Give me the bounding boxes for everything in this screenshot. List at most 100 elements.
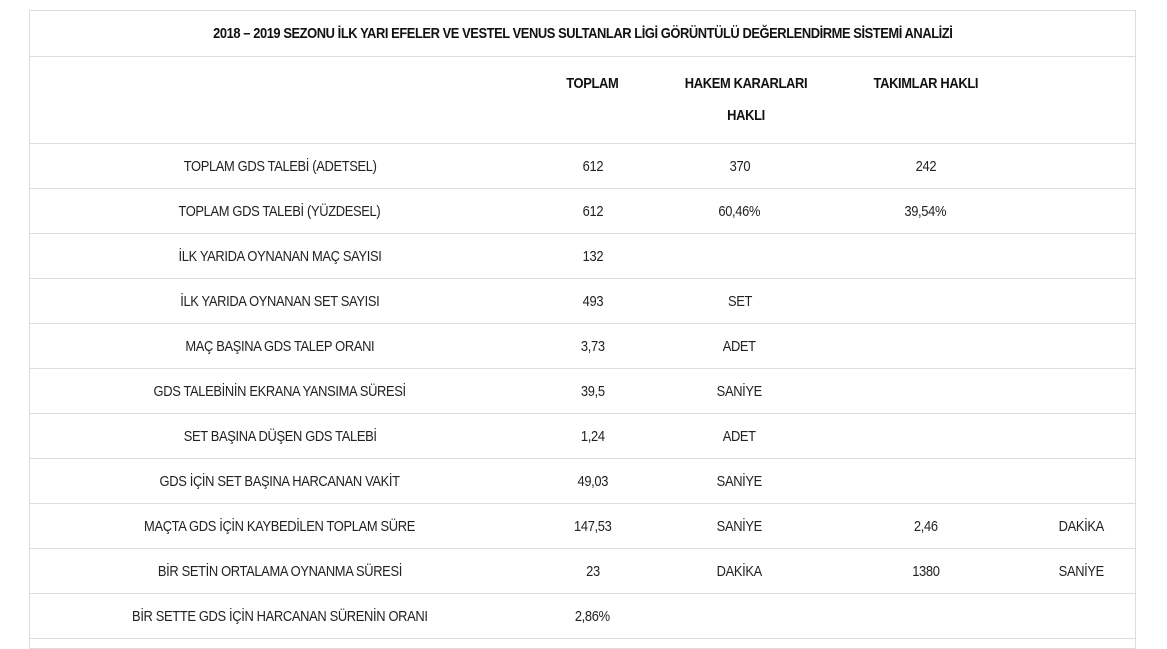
row-total: 493 xyxy=(529,278,656,324)
header-total: TOPLAM xyxy=(529,56,656,144)
row-total: 3,73 xyxy=(529,323,656,369)
row-total-text: 1,24 xyxy=(580,427,605,445)
row-takim xyxy=(823,458,1028,504)
row-label-text: İLK YARIDA OYNANAN MAÇ SAYISI xyxy=(178,247,382,265)
row-total-text: 147,53 xyxy=(573,517,612,535)
row-takim-text: 1380 xyxy=(911,562,940,580)
row-takim: 242 xyxy=(823,143,1028,189)
row-hakem: ADET xyxy=(655,323,824,369)
row-takim xyxy=(823,593,1028,639)
row-extra: DAKİKA xyxy=(1027,503,1136,549)
table-row: SET BAŞINA DÜŞEN GDS TALEBİ 1,24 ADET xyxy=(29,413,1136,459)
row-total: 147,53 xyxy=(529,503,656,549)
row-extra xyxy=(1027,413,1136,459)
row-hakem: SANİYE xyxy=(655,458,824,504)
row-total: 132 xyxy=(529,233,656,279)
header-takim: TAKIMLAR HAKLI xyxy=(823,56,1028,144)
table-title-row: 2018 – 2019 SEZONU İLK YARI EFELER VE VE… xyxy=(29,10,1136,57)
header-hakem: HAKEM KARARLARI HAKLI xyxy=(655,56,824,144)
row-total-text: 49,03 xyxy=(577,472,608,490)
row-hakem-text: SANİYE xyxy=(716,472,763,490)
row-total: 1,24 xyxy=(529,413,656,459)
row-hakem-text: 60,46% xyxy=(718,202,761,220)
row-hakem-text: DAKİKA xyxy=(716,562,763,580)
row-takim-text: 242 xyxy=(915,157,936,175)
empty-cell xyxy=(29,638,1136,649)
row-label: BİR SETTE GDS İÇİN HARCANAN SÜRENİN ORAN… xyxy=(29,593,530,639)
row-label-text: MAÇ BAŞINA GDS TALEP ORANI xyxy=(185,337,375,355)
row-takim: 2,46 xyxy=(823,503,1028,549)
row-label-text: SET BAŞINA DÜŞEN GDS TALEBİ xyxy=(183,427,377,445)
row-label: GDS İÇİN SET BAŞINA HARCANAN VAKİT xyxy=(29,458,530,504)
table-row: BİR SETTE GDS İÇİN HARCANAN SÜRENİN ORAN… xyxy=(29,593,1136,639)
row-label: SET BAŞINA DÜŞEN GDS TALEBİ xyxy=(29,413,530,459)
row-total: 49,03 xyxy=(529,458,656,504)
row-extra-text: SANİYE xyxy=(1058,562,1105,580)
row-label: BİR SETİN ORTALAMA OYNANMA SÜRESİ xyxy=(29,548,530,594)
row-label-text: GDS İÇİN SET BAŞINA HARCANAN VAKİT xyxy=(159,472,400,490)
row-hakem-text: 370 xyxy=(729,157,750,175)
table-title-text: 2018 – 2019 SEZONU İLK YARI EFELER VE VE… xyxy=(212,25,953,42)
header-total-text: TOPLAM xyxy=(566,75,619,92)
header-hakem-text: HAKEM KARARLARI HAKLI xyxy=(684,75,807,124)
row-extra xyxy=(1027,368,1136,414)
row-label: TOPLAM GDS TALEBİ (ADETSEL) xyxy=(29,143,530,189)
row-hakem-text: ADET xyxy=(722,427,757,445)
row-label: İLK YARIDA OYNANAN MAÇ SAYISI xyxy=(29,233,530,279)
row-total-text: 612 xyxy=(582,202,603,220)
row-extra xyxy=(1027,188,1136,234)
table-empty-row xyxy=(29,638,1136,649)
row-total-text: 493 xyxy=(582,292,603,310)
row-takim-text: 2,46 xyxy=(913,517,938,535)
row-takim xyxy=(823,368,1028,414)
table-title: 2018 – 2019 SEZONU İLK YARI EFELER VE VE… xyxy=(29,10,1136,57)
table-row: TOPLAM GDS TALEBİ (ADETSEL) 612 370 242 xyxy=(29,143,1136,189)
row-label-text: İLK YARIDA OYNANAN SET SAYISI xyxy=(180,292,380,310)
row-total: 612 xyxy=(529,143,656,189)
header-takim-text: TAKIMLAR HAKLI xyxy=(873,75,978,92)
row-label-text: BİR SETİN ORTALAMA OYNANMA SÜRESİ xyxy=(157,562,402,580)
row-total-text: 612 xyxy=(582,157,603,175)
table-row: TOPLAM GDS TALEBİ (YÜZDESEL) 612 60,46% … xyxy=(29,188,1136,234)
row-total: 2,86% xyxy=(529,593,656,639)
table-row: İLK YARIDA OYNANAN MAÇ SAYISI 132 xyxy=(29,233,1136,279)
row-takim: 39,54% xyxy=(823,188,1028,234)
row-extra xyxy=(1027,323,1136,369)
row-extra xyxy=(1027,593,1136,639)
row-total-text: 23 xyxy=(585,562,600,580)
row-total-text: 132 xyxy=(582,247,603,265)
table-row: GDS İÇİN SET BAŞINA HARCANAN VAKİT 49,03… xyxy=(29,458,1136,504)
row-total-text: 39,5 xyxy=(580,382,605,400)
row-label: MAÇ BAŞINA GDS TALEP ORANI xyxy=(29,323,530,369)
row-extra-text: DAKİKA xyxy=(1058,517,1105,535)
row-hakem: DAKİKA xyxy=(655,548,824,594)
row-extra xyxy=(1027,458,1136,504)
row-label: İLK YARIDA OYNANAN SET SAYISI xyxy=(29,278,530,324)
gds-analysis-table: 2018 – 2019 SEZONU İLK YARI EFELER VE VE… xyxy=(29,10,1137,649)
row-label-text: TOPLAM GDS TALEBİ (ADETSEL) xyxy=(183,157,377,175)
row-hakem-text: SET xyxy=(727,292,752,310)
row-takim: 1380 xyxy=(823,548,1028,594)
table-row: BİR SETİN ORTALAMA OYNANMA SÜRESİ 23 DAK… xyxy=(29,548,1136,594)
row-hakem: SANİYE xyxy=(655,503,824,549)
row-label-text: GDS TALEBİNİN EKRANA YANSIMA SÜRESİ xyxy=(153,382,407,400)
row-hakem xyxy=(655,593,824,639)
row-label-text: MAÇTA GDS İÇİN KAYBEDİLEN TOPLAM SÜRE xyxy=(144,517,416,535)
row-label-text: BİR SETTE GDS İÇİN HARCANAN SÜRENİN ORAN… xyxy=(131,607,428,625)
row-hakem: 370 xyxy=(655,143,824,189)
row-label: TOPLAM GDS TALEBİ (YÜZDESEL) xyxy=(29,188,530,234)
row-total: 23 xyxy=(529,548,656,594)
row-total: 612 xyxy=(529,188,656,234)
table-row: GDS TALEBİNİN EKRANA YANSIMA SÜRESİ 39,5… xyxy=(29,368,1136,414)
row-label: GDS TALEBİNİN EKRANA YANSIMA SÜRESİ xyxy=(29,368,530,414)
row-total-text: 3,73 xyxy=(580,337,605,355)
row-hakem: SET xyxy=(655,278,824,324)
row-total-text: 2,86% xyxy=(575,607,610,625)
row-takim xyxy=(823,323,1028,369)
row-hakem: SANİYE xyxy=(655,368,824,414)
row-takim-text: 39,54% xyxy=(904,202,947,220)
row-hakem: 60,46% xyxy=(655,188,824,234)
row-takim xyxy=(823,278,1028,324)
table-row: İLK YARIDA OYNANAN SET SAYISI 493 SET xyxy=(29,278,1136,324)
analysis-table-container: 2018 – 2019 SEZONU İLK YARI EFELER VE VE… xyxy=(29,10,1137,649)
